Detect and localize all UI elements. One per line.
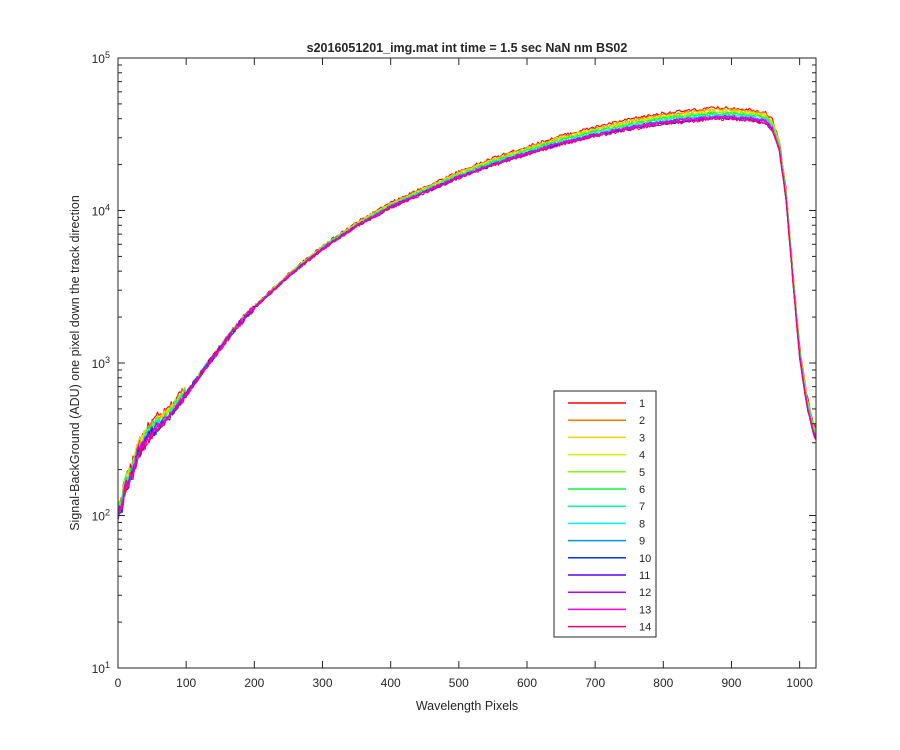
x-tick-label: 1000 (786, 676, 813, 690)
series-line-14 (117, 117, 817, 515)
x-tick-label: 400 (381, 676, 401, 690)
legend-box (553, 390, 657, 638)
y-tick-base: 10 (92, 662, 106, 676)
x-tick-label: 600 (517, 676, 537, 690)
y-tick-label: 104 (92, 203, 110, 219)
y-tick-label: 105 (92, 50, 110, 66)
legend-label: 1 (639, 398, 645, 410)
legend-label: 14 (639, 622, 651, 634)
legend-label: 2 (639, 415, 645, 427)
y-tick-exponent: 5 (105, 50, 110, 60)
legend-label: 7 (639, 501, 645, 513)
x-axis-label: Wavelength Pixels (416, 699, 518, 713)
legend-label: 9 (639, 536, 645, 548)
x-tick-label: 500 (449, 676, 469, 690)
legend-label: 13 (639, 604, 651, 616)
x-tick-label: 800 (653, 676, 673, 690)
y-tick-label: 103 (92, 355, 110, 371)
y-tick-exponent: 2 (105, 508, 110, 518)
x-tick-label: 0 (115, 676, 122, 690)
legend-label: 3 (639, 432, 645, 444)
plot-background (118, 58, 816, 668)
chart-title: s2016051201_img.mat int time = 1.5 sec N… (307, 41, 628, 55)
series-line-11 (117, 116, 817, 520)
plot-area: 0 100 200 300 400 500 600 700 800 900 100010110210… (92, 50, 817, 690)
y-tick-label: 101 (92, 660, 110, 676)
y-tick-base: 10 (92, 52, 106, 66)
legend-label: 6 (639, 484, 645, 496)
legend-label: 10 (639, 553, 651, 565)
y-tick-exponent: 1 (105, 660, 110, 670)
x-tick-label: 100 (176, 676, 196, 690)
y-tick-exponent: 3 (105, 355, 110, 365)
legend-label: 8 (639, 518, 645, 530)
legend-label: 5 (639, 467, 645, 479)
y-tick-exponent: 4 (105, 203, 110, 213)
y-tick-base: 10 (92, 357, 106, 371)
x-tick-label: 300 (312, 676, 332, 690)
x-tick-label: 200 (244, 676, 264, 690)
x-tick-label: 700 (585, 676, 605, 690)
y-axis-label: Signal-BackGround (ADU) one pixel down t… (68, 195, 82, 531)
legend-label: 12 (639, 587, 651, 599)
plot-frame (117, 57, 817, 669)
legend-label: 4 (639, 450, 645, 462)
legend-label: 11 (639, 570, 650, 582)
series-layer (117, 106, 817, 521)
y-tick-label: 102 (92, 508, 110, 524)
y-tick-base: 10 (92, 510, 106, 524)
x-tick-label: 900 (721, 676, 741, 690)
y-tick-base: 10 (92, 205, 106, 219)
